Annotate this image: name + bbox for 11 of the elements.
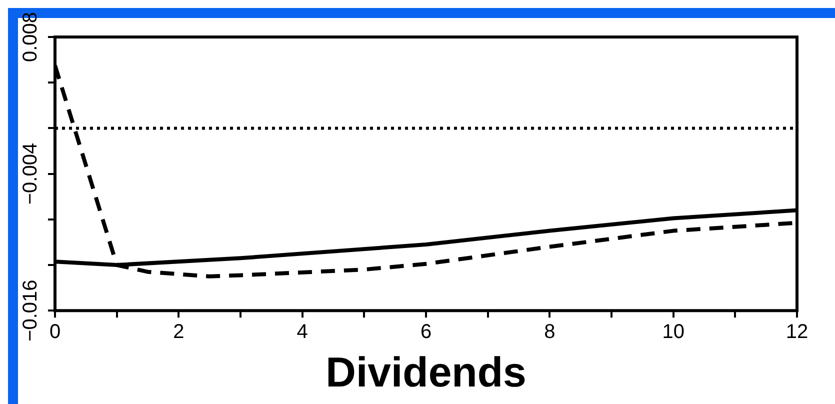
x-tick-label: 8 [544, 321, 556, 344]
x-tick-label: 4 [296, 321, 308, 344]
x-tick-label: 12 [786, 321, 808, 344]
y-tick-label: 0.008 [20, 12, 42, 62]
y-tick-label: −0.016 [20, 280, 42, 342]
x-tick-label: 10 [662, 321, 684, 344]
x-tick-label: 2 [173, 321, 184, 344]
x-axis-title: Dividends [326, 348, 526, 396]
y-tick-label: −0.004 [20, 142, 42, 205]
x-tick-label: 6 [420, 321, 432, 344]
x-tick-label: 0 [49, 321, 61, 344]
